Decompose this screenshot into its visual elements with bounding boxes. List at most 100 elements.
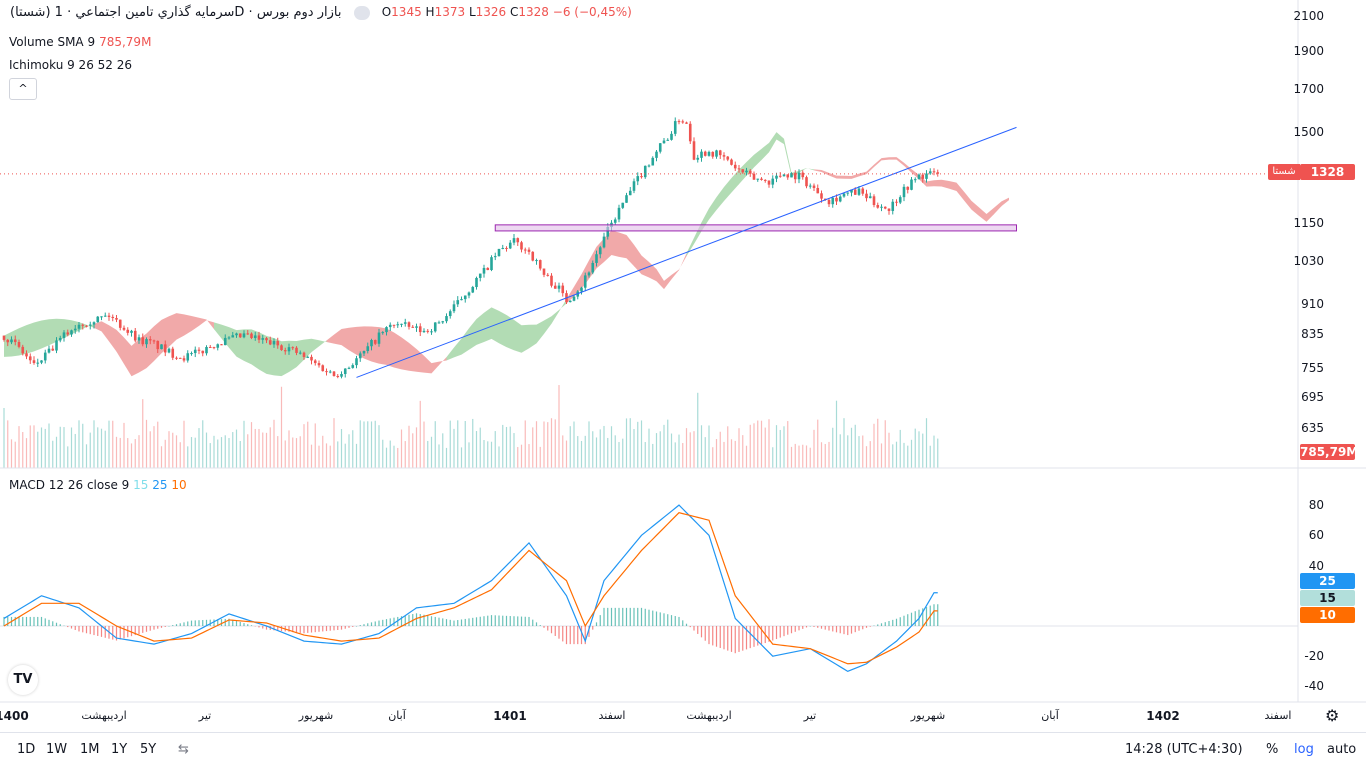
date-range-icon[interactable]: ⇆ [178, 742, 189, 757]
visibility-icon[interactable] [354, 6, 370, 20]
macd-histogram-bar [772, 626, 773, 641]
volume-bar [251, 422, 252, 468]
ichimoku-legend[interactable]: Ichimoku 9 26 52 26 [9, 58, 136, 72]
volume-bar [832, 428, 833, 468]
macd-histogram-bar [735, 626, 736, 653]
candle-body [603, 237, 606, 248]
macd-histogram-bar [806, 626, 807, 627]
candle-body [329, 372, 332, 373]
macd-histogram-bar [907, 614, 908, 626]
volume-bar [217, 439, 218, 468]
macd-histogram-bar [573, 626, 574, 644]
volume-bar [911, 440, 912, 468]
cloud-segment [949, 181, 957, 191]
macd-histogram-bar [851, 626, 852, 634]
macd-histogram-bar [648, 610, 649, 626]
macd-histogram-bar [356, 626, 357, 627]
candle-body [441, 321, 444, 322]
macd-histogram-bar [671, 615, 672, 626]
cloud-segment [882, 157, 890, 160]
cloud-segment [994, 201, 1002, 214]
gear-icon[interactable]: ⚙ [1325, 706, 1339, 725]
candle-body [674, 121, 677, 134]
candle-body [333, 372, 336, 376]
timeframe-1d[interactable]: 1D [17, 742, 35, 757]
volume-bar [768, 419, 769, 468]
candle-body [449, 311, 452, 316]
volume-bar [22, 432, 23, 468]
candle-body [831, 198, 834, 204]
macd-histogram-bar [547, 626, 548, 631]
candle-body [516, 238, 519, 242]
volume-bar [108, 421, 109, 468]
volume-bar [892, 444, 893, 468]
clock-time[interactable]: 14:28 (UTC+4:30) [1125, 742, 1243, 757]
candle-body [104, 316, 107, 317]
volume-bar [596, 437, 597, 468]
symbol-title[interactable]: (شستا) سرمایه گذاري تامين اجتماعي · 1D ·… [10, 5, 341, 20]
candle-body [509, 243, 512, 249]
volume-bar [761, 421, 762, 468]
volume-bar [633, 429, 634, 468]
candle-body [153, 340, 156, 341]
cloud-segment [229, 327, 237, 357]
volume-bar [172, 433, 173, 468]
volume-bar [757, 421, 758, 468]
candle-body [689, 124, 692, 141]
volume-bar [390, 441, 391, 468]
volume-bar [450, 421, 451, 468]
candle-body [453, 304, 456, 311]
cloud-segment [897, 157, 905, 166]
log-toggle[interactable]: log [1294, 742, 1314, 757]
collapse-legend-button[interactable]: ^ [9, 78, 37, 100]
time-tick-label: اسفند [1265, 709, 1292, 722]
candle-body [419, 326, 422, 332]
timeframe-5y[interactable]: 5Y [140, 742, 156, 757]
macd-histogram-bar [596, 622, 597, 626]
macd-histogram-bar [221, 619, 222, 626]
volume-bar [787, 421, 788, 468]
candle-body [288, 347, 291, 351]
volume-bar [671, 434, 672, 468]
signal-value-tag: 10 [1300, 607, 1355, 623]
timeframe-1w[interactable]: 1W [46, 742, 67, 757]
candle-body [869, 196, 872, 198]
volume-bar [243, 421, 244, 468]
timeframe-1m[interactable]: 1M [80, 742, 100, 757]
volume-bar [322, 436, 323, 468]
cloud-segment [184, 314, 192, 335]
cloud-segment [117, 330, 125, 364]
macd-histogram-bar [487, 616, 488, 626]
volume-bar [315, 423, 316, 468]
candle-body [648, 165, 651, 166]
symbol-header[interactable]: (شستا) سرمایه گذاري تامين اجتماعي · 1D ·… [10, 5, 632, 20]
time-tick-label: اردیبهشت [81, 709, 126, 722]
macd-legend[interactable]: MACD 12 26 close 9 15 25 10 [9, 478, 187, 492]
volume-bar [63, 427, 64, 468]
volume-bar [131, 443, 132, 468]
tradingview-logo[interactable]: TV [8, 665, 38, 695]
macd-histogram-bar [633, 608, 634, 626]
macd-histogram-bar [611, 608, 612, 626]
candle-body [340, 374, 343, 377]
candle-body [768, 181, 771, 185]
macd-histogram-bar [258, 626, 259, 627]
volume-bar [562, 435, 563, 468]
candle-body [36, 363, 39, 364]
candle-body [246, 333, 249, 334]
candle-body [730, 160, 733, 165]
candle-body [66, 332, 69, 334]
auto-toggle[interactable]: auto [1327, 742, 1356, 757]
macd-histogram-bar [45, 618, 46, 626]
candle-body [243, 333, 246, 337]
timeframe-1y[interactable]: 1Y [111, 742, 127, 757]
candle-body [854, 190, 857, 195]
volume-bar [468, 442, 469, 468]
macd-histogram-bar [345, 626, 346, 629]
volume-bar [461, 447, 462, 468]
cloud-segment [1002, 198, 1010, 206]
percent-toggle[interactable]: % [1266, 742, 1278, 757]
macd-histogram-bar [776, 626, 777, 639]
